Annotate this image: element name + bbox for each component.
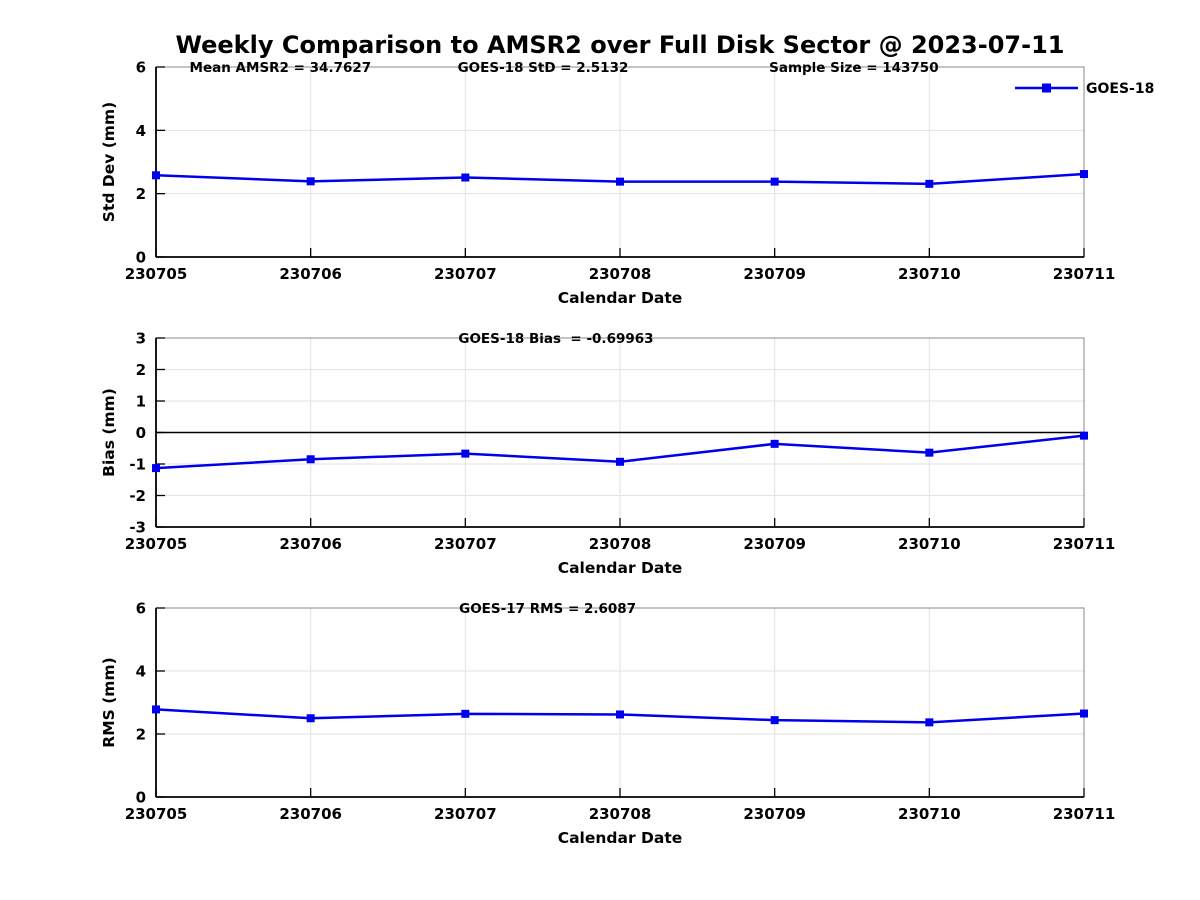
data-point-marker <box>152 171 160 180</box>
y-tick-label: 1 <box>136 393 146 411</box>
x-axis-label: Calendar Date <box>558 559 683 577</box>
y-tick-label: 0 <box>136 249 146 267</box>
y-tick-label: 6 <box>136 59 146 77</box>
x-tick-label: 230709 <box>743 535 806 553</box>
y-tick-label: 2 <box>136 361 146 379</box>
data-point-marker <box>1080 709 1088 718</box>
x-tick-label: 230705 <box>125 535 188 553</box>
x-tick-label: 230707 <box>434 805 497 823</box>
y-tick-label: -2 <box>129 487 146 505</box>
x-tick-label: 230710 <box>898 805 961 823</box>
data-point-marker <box>306 714 315 723</box>
panel-annotation: GOES-18 Bias = -0.69963 <box>458 331 653 347</box>
data-point-marker <box>770 439 779 448</box>
x-tick-label: 230710 <box>898 535 961 553</box>
legend-label: GOES-18 <box>1086 81 1154 97</box>
data-point-marker <box>306 177 315 186</box>
x-tick-label: 230706 <box>279 535 342 553</box>
y-tick-label: 0 <box>136 424 146 442</box>
panel-annotation: Mean AMSR2 = 34.7627 <box>190 60 372 76</box>
data-point-marker <box>152 705 160 714</box>
x-tick-label: 230708 <box>589 535 652 553</box>
y-tick-label: -1 <box>129 456 146 474</box>
y-tick-label: 6 <box>136 600 146 618</box>
x-tick-label: 230710 <box>898 265 961 283</box>
panel-annotation: GOES-18 StD = 2.5132 <box>458 60 629 76</box>
y-tick-label: 4 <box>136 663 146 681</box>
x-tick-label: 230709 <box>743 265 806 283</box>
x-tick-label: 230711 <box>1053 535 1116 553</box>
figure-title: Weekly Comparison to AMSR2 over Full Dis… <box>175 31 1065 59</box>
data-point-marker <box>770 177 779 186</box>
panel-annotation: GOES-17 RMS = 2.6087 <box>459 601 636 617</box>
y-tick-label: 2 <box>136 726 146 744</box>
x-axis-label: Calendar Date <box>558 829 683 847</box>
x-tick-label: 230707 <box>434 265 497 283</box>
data-point-marker <box>616 457 624 466</box>
x-tick-label: 230711 <box>1053 805 1116 823</box>
data-point-marker <box>925 448 934 457</box>
x-tick-label: 230705 <box>125 265 188 283</box>
y-tick-label: -3 <box>129 519 146 537</box>
y-axis-label: RMS (mm) <box>100 657 118 747</box>
y-tick-label: 3 <box>136 330 146 348</box>
data-point-marker <box>461 449 470 458</box>
x-tick-label: 230711 <box>1053 265 1116 283</box>
data-point-marker <box>152 464 160 473</box>
data-point-marker <box>306 455 315 464</box>
panel-annotation: Sample Size = 143750 <box>769 60 938 76</box>
x-tick-label: 230708 <box>589 805 652 823</box>
x-tick-label: 230709 <box>743 805 806 823</box>
y-tick-label: 2 <box>136 185 146 203</box>
x-tick-label: 230705 <box>125 805 188 823</box>
legend-marker <box>1042 83 1051 93</box>
data-point-marker <box>461 173 470 182</box>
y-axis-label: Std Dev (mm) <box>100 102 118 222</box>
x-tick-label: 230706 <box>279 805 342 823</box>
y-axis-label: Bias (mm) <box>100 388 118 477</box>
x-tick-label: 230707 <box>434 535 497 553</box>
y-tick-label: 4 <box>136 122 146 140</box>
data-point-marker <box>616 177 624 186</box>
data-point-marker <box>925 179 934 188</box>
data-point-marker <box>770 716 779 725</box>
y-tick-label: 0 <box>136 789 146 807</box>
data-point-marker <box>461 709 470 718</box>
x-tick-label: 230708 <box>589 265 652 283</box>
data-point-marker <box>616 710 624 719</box>
x-axis-label: Calendar Date <box>558 289 683 307</box>
data-point-marker <box>1080 170 1088 179</box>
data-point-marker <box>1080 431 1088 440</box>
x-tick-label: 230706 <box>279 265 342 283</box>
data-point-marker <box>925 718 934 727</box>
